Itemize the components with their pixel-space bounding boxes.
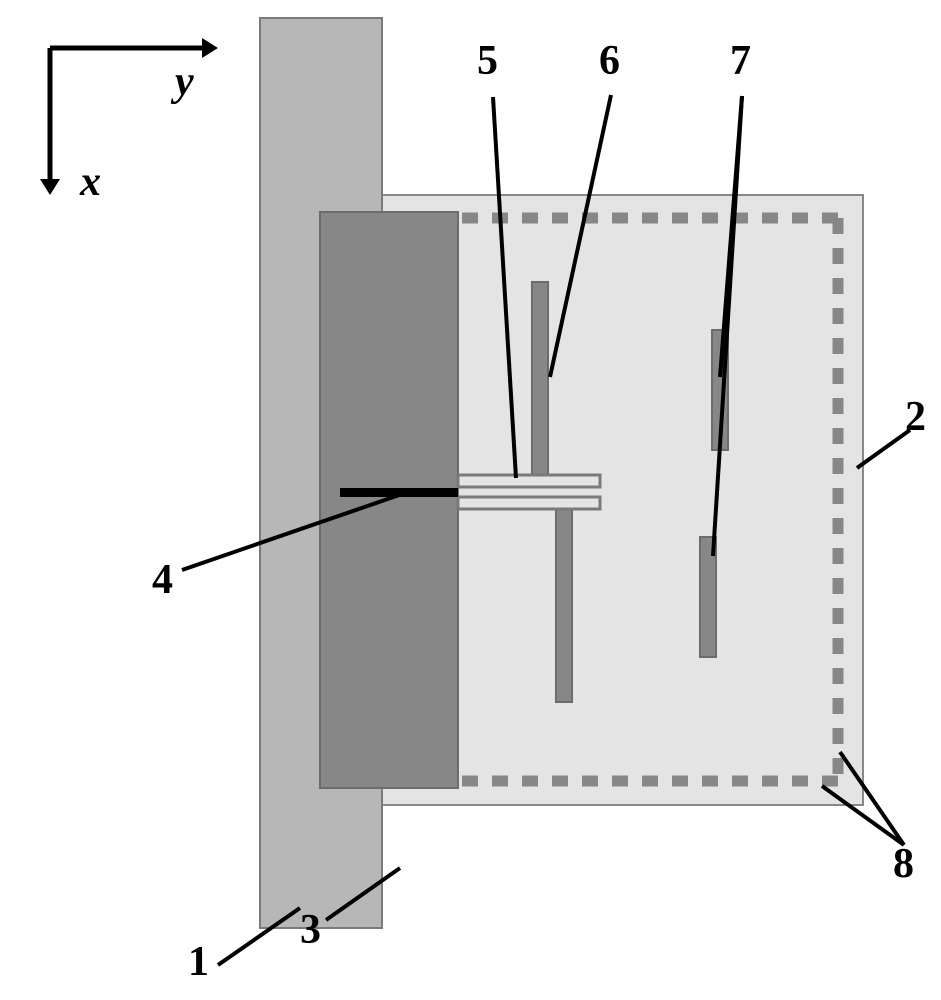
label-5: 5 [477,37,498,85]
diagram-svg [0,0,941,1000]
axis-label-x: x [80,158,101,206]
label-1: 1 [188,938,209,986]
label-7: 7 [730,37,751,85]
label-2: 2 [905,393,926,441]
label-6: 6 [599,37,620,85]
axis-label-y: y [175,58,194,106]
label-4: 4 [152,556,173,604]
label-8: 8 [893,840,914,888]
diagram-canvas: y x 1 2 3 4 5 6 7 8 [0,0,941,1000]
label-3: 3 [300,906,321,954]
